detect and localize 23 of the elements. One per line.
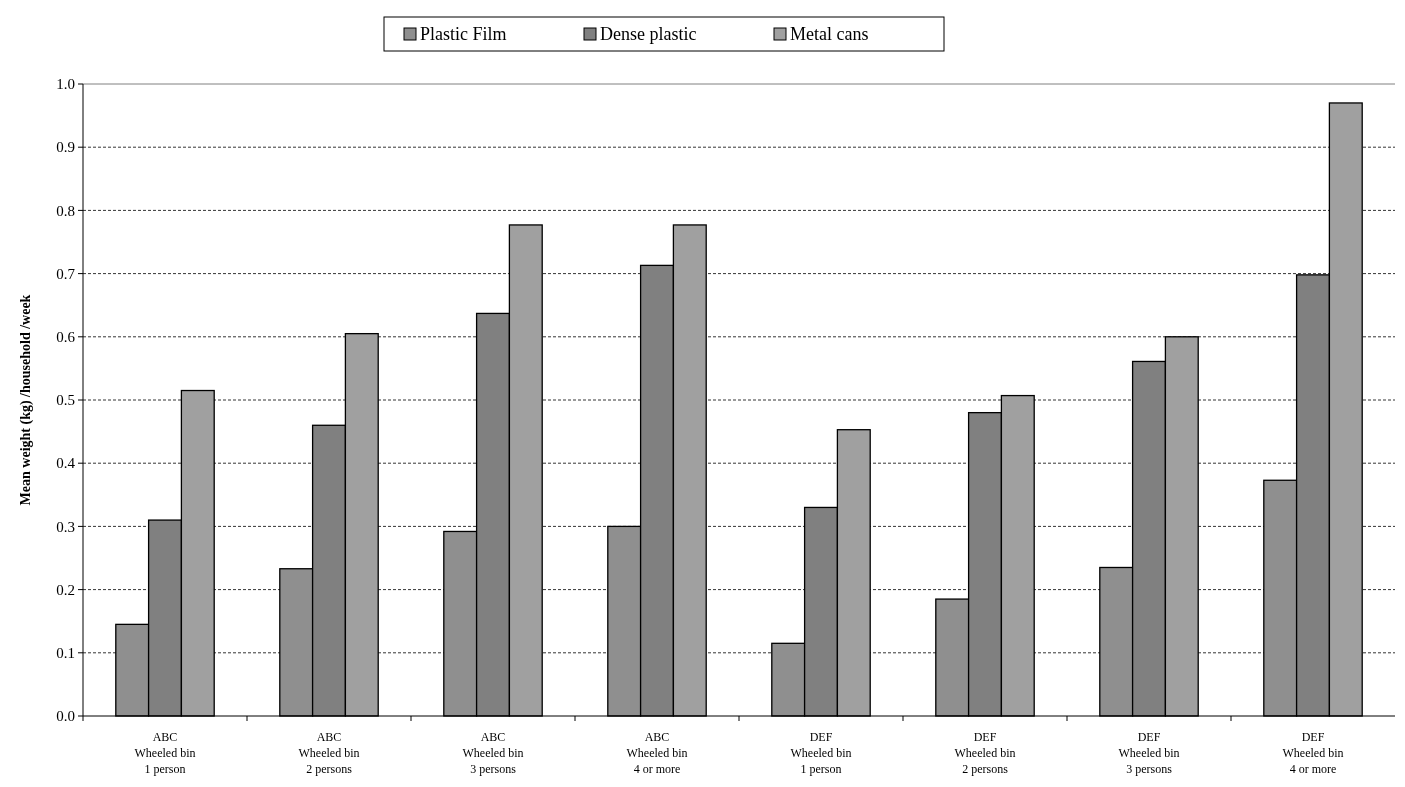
x-tick-label: ABC Wheeled bin 4 or more (626, 730, 688, 776)
y-tick-label: 0.7 (56, 265, 76, 282)
y-axis-title: Mean weight (kg) /household /week (17, 294, 34, 506)
y-tick-label: 0.0 (56, 708, 75, 725)
x-tick-label: ABC Wheeled bin 1 person (134, 730, 196, 776)
y-tick-label: 0.3 (56, 518, 75, 535)
y-tick-label: 0.8 (56, 202, 75, 219)
y-tick-label: 0.2 (56, 581, 75, 598)
x-tick-label: DEF Wheeled bin 2 persons (954, 730, 1016, 776)
x-tick-label: ABC Wheeled bin 2 persons (298, 730, 360, 776)
x-tick-label: DEF Wheeled bin 1 person (790, 730, 852, 776)
y-tick-label: 0.6 (56, 329, 76, 346)
y-tick-label: 0.9 (56, 139, 75, 156)
legend-label: Metal cans (790, 24, 869, 45)
x-tick-label: ABC Wheeled bin 3 persons (462, 730, 524, 776)
y-tick-label: 0.4 (56, 455, 76, 472)
y-tick-label: 0.1 (56, 645, 75, 662)
legend-label: Plastic Film (420, 24, 507, 45)
y-tick-label: 1.0 (56, 76, 75, 93)
x-tick-label: DEF Wheeled bin 4 or more (1282, 730, 1344, 776)
x-tick-label: DEF Wheeled bin 3 persons (1118, 730, 1180, 776)
legend-label: Dense plastic (600, 24, 697, 45)
y-tick-label: 0.5 (56, 392, 75, 409)
